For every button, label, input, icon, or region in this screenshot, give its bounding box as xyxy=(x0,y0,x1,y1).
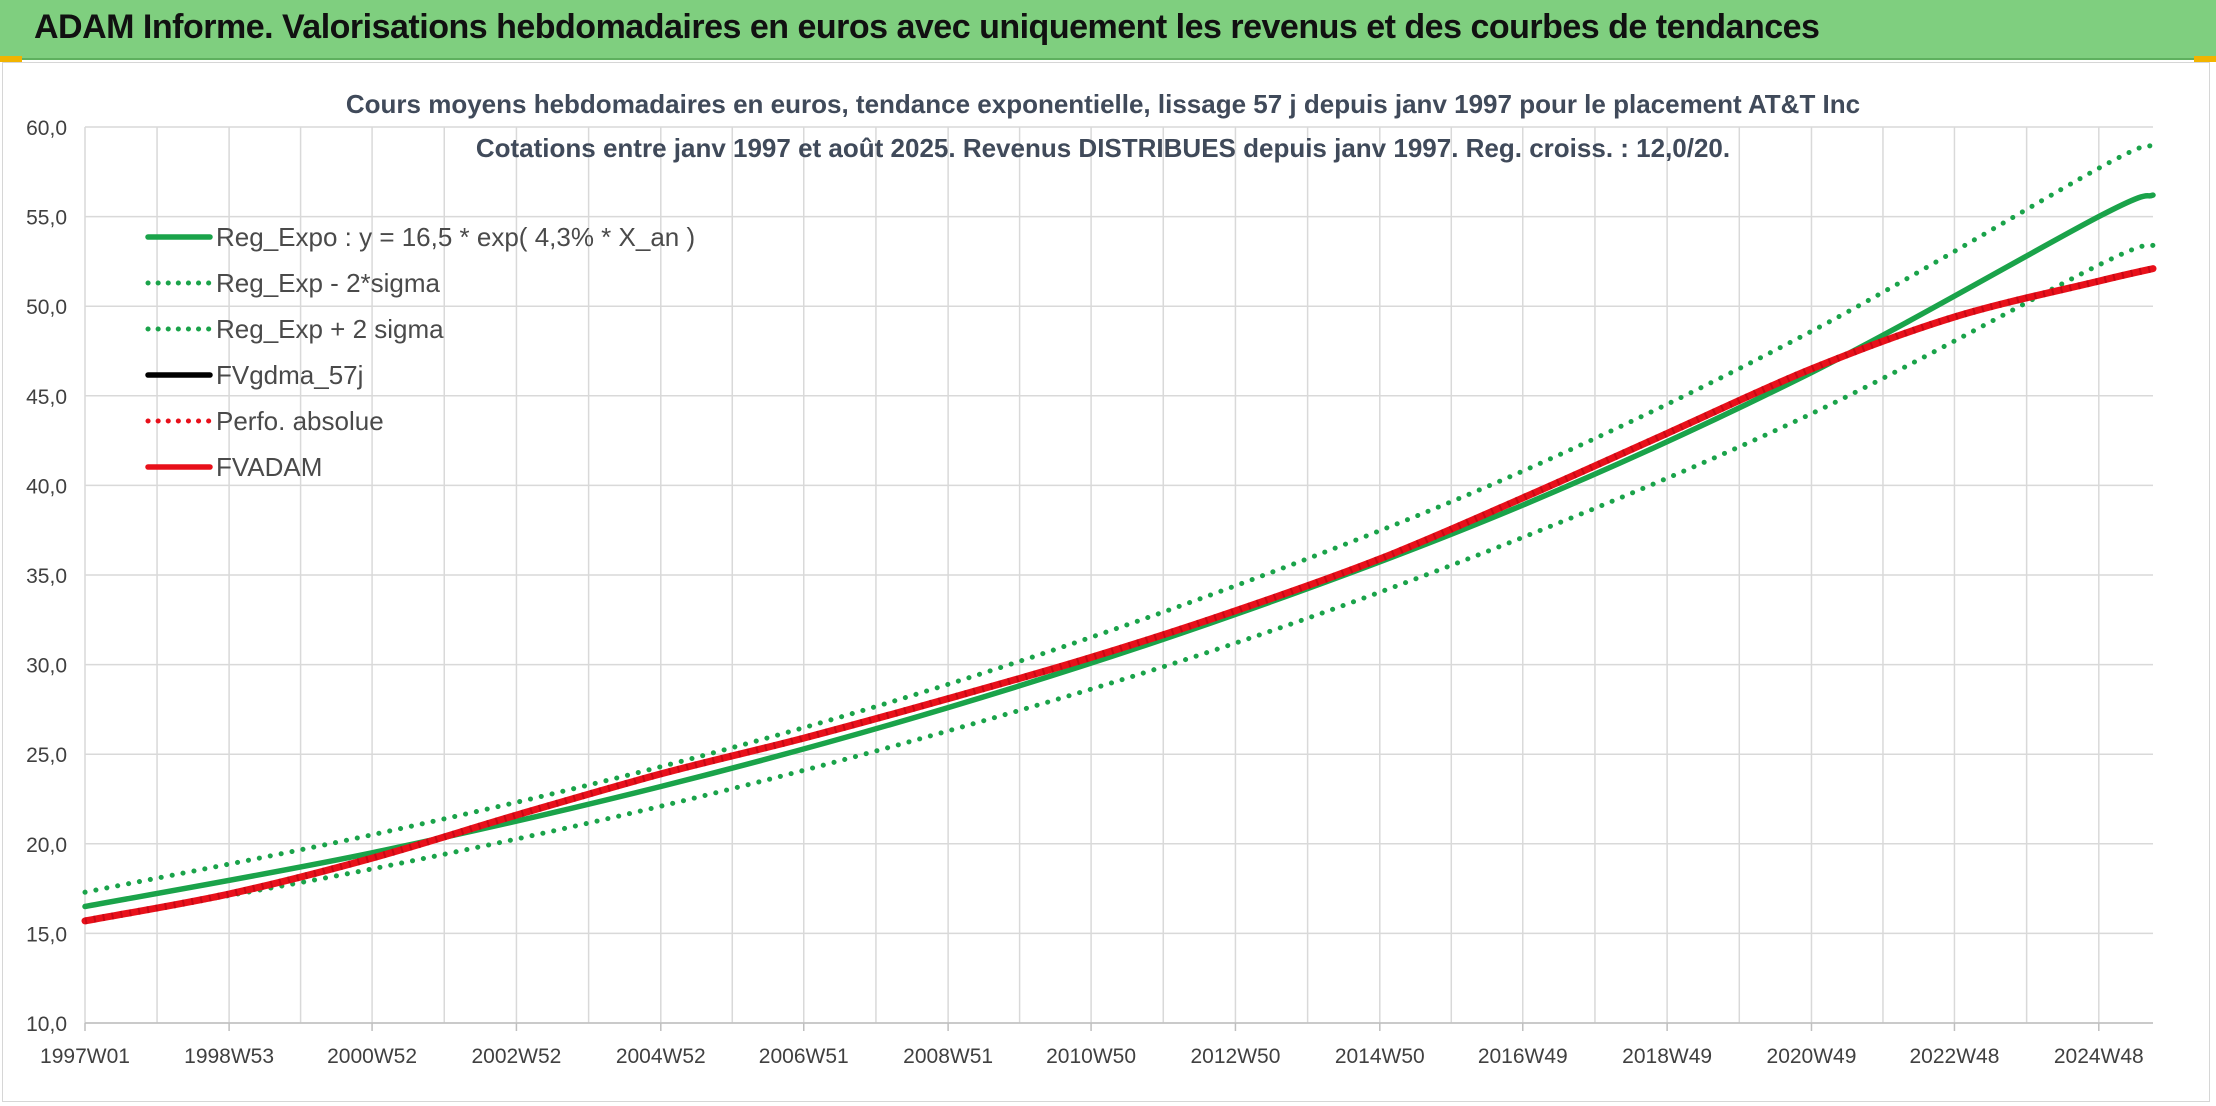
series-line-2 xyxy=(82,142,2156,895)
series-line-texture xyxy=(84,265,2154,925)
series-lines xyxy=(81,142,2157,925)
x-tick-label: 2012W50 xyxy=(1190,1045,1280,1068)
line-chart: 10,0 15,0 20,0 25,0 30,0 35,0 40,0 45,0 50,0 55,0… xyxy=(26,89,2157,1068)
y-tick-label: 50,0 xyxy=(26,296,67,319)
y-tick-label: 25,0 xyxy=(26,744,67,767)
x-tick-label: 2000W52 xyxy=(327,1045,417,1068)
x-tick-label: 2010W50 xyxy=(1046,1045,1136,1068)
x-tick-label: 2024W48 xyxy=(2054,1045,2144,1068)
x-tick-label: 1997W01 xyxy=(40,1045,130,1068)
x-tick-label: 2016W49 xyxy=(1478,1045,1568,1068)
left-corner-mark xyxy=(0,56,22,62)
chart-subtitle: Cotations entre janv 1997 et août 2025. … xyxy=(476,133,1730,163)
series-line-5 xyxy=(81,265,2157,925)
legend-label-4: Perfo. absolue xyxy=(216,406,384,436)
y-tick-label: 60,0 xyxy=(26,117,67,140)
y-tick-label: 40,0 xyxy=(26,475,67,498)
y-tick-label: 20,0 xyxy=(26,834,67,857)
x-tick-label: 2022W48 xyxy=(1909,1045,1999,1068)
y-tick-label: 10,0 xyxy=(26,1013,67,1036)
legend: Reg_Expo : y = 16,5 * exp( 4,3% * X_an )… xyxy=(145,222,695,482)
series-line-1 xyxy=(82,242,2156,924)
series-line-0 xyxy=(82,192,2156,910)
legend-label-2: Reg_Exp + 2 sigma xyxy=(216,314,444,344)
x-tick-label: 2018W49 xyxy=(1622,1045,1712,1068)
x-tick-label: 2002W52 xyxy=(471,1045,561,1068)
chart-area: 10,0 15,0 20,0 25,0 30,0 35,0 40,0 45,0 50,0 55,0… xyxy=(2,62,2210,1102)
x-tick-label: 2006W51 xyxy=(759,1045,849,1068)
y-tick-label: 15,0 xyxy=(26,923,67,946)
right-corner-mark xyxy=(2194,56,2216,62)
chart-title: Cours moyens hebdomadaires en euros, ten… xyxy=(346,89,1860,119)
y-tick-label: 35,0 xyxy=(26,565,67,588)
page-title: ADAM Informe. Valorisations hebdomadaire… xyxy=(34,8,1820,46)
header-bar: ADAM Informe. Valorisations hebdomadaire… xyxy=(0,0,2216,60)
gridlines xyxy=(84,126,2153,1024)
legend-label-0: Reg_Expo : y = 16,5 * exp( 4,3% * X_an ) xyxy=(216,222,695,252)
x-tick-label: 2004W52 xyxy=(616,1045,706,1068)
y-tick-label: 55,0 xyxy=(26,207,67,230)
axes: 10,0 15,0 20,0 25,0 30,0 35,0 40,0 45,0 50,0 55,0… xyxy=(26,117,2153,1068)
legend-label-5: FVADAM xyxy=(216,452,322,482)
x-tick-label: 1998W53 xyxy=(184,1045,274,1068)
x-tick-label: 2020W49 xyxy=(1767,1045,1857,1068)
legend-label-3: FVgdma_57j xyxy=(216,360,363,390)
y-tick-label: 45,0 xyxy=(26,386,67,409)
y-tick-label: 30,0 xyxy=(26,655,67,678)
legend-label-1: Reg_Exp - 2*sigma xyxy=(216,268,441,298)
x-tick-label: 2008W51 xyxy=(903,1045,993,1068)
x-tick-label: 2014W50 xyxy=(1335,1045,1425,1068)
